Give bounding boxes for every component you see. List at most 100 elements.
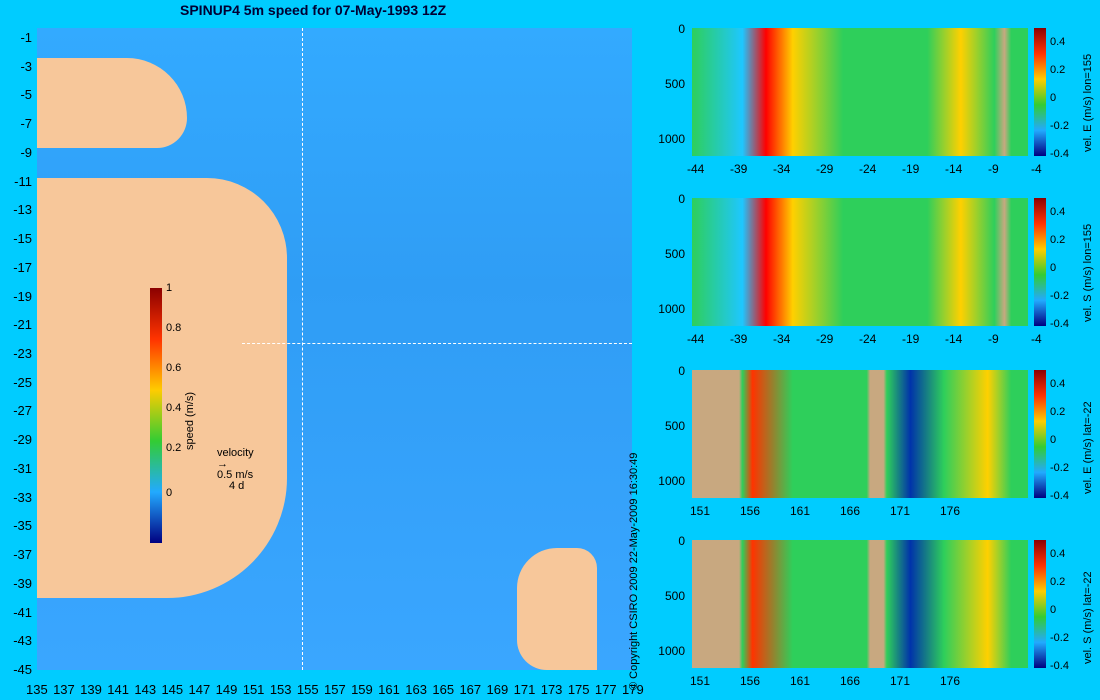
section-x-tick: -44 (687, 332, 705, 346)
section-title: vel. S (m/s) lat=-22 (1082, 571, 1094, 664)
section-cb-tick: 0.4 (1050, 36, 1066, 48)
section-cb-tick: 0 (1050, 604, 1057, 616)
section-x-tick: 156 (740, 504, 761, 518)
map-x-tick: 171 (513, 682, 536, 697)
speed-colorbar (150, 288, 162, 543)
velocity-legend: velocity → 0.5 m/s 4 d (217, 448, 254, 492)
map-x-tick: 159 (351, 682, 373, 697)
map-x-tick: 139 (80, 682, 102, 697)
map-x-tick: 149 (215, 682, 238, 697)
section-x-tick: -9 (988, 332, 999, 346)
section-x-tick: -39 (730, 162, 748, 176)
section-colorbar (1034, 540, 1046, 668)
section-y-tick: 1000 (658, 302, 685, 316)
map-x-tick: 137 (53, 682, 75, 697)
map-y-tick: -27 (13, 403, 32, 419)
section-x-tick: 176 (940, 674, 961, 688)
section-cb-tick: -0.2 (1050, 120, 1069, 132)
map-x-tick: 151 (242, 682, 265, 697)
speed-map: velocity → 0.5 m/s 4 d (37, 28, 632, 670)
section-x-tick: -14 (945, 162, 963, 176)
map-x-tick: 163 (405, 682, 427, 697)
cb-tick: 1 (166, 282, 173, 294)
section-y-tick: 0 (678, 364, 685, 378)
map-x-tick: 161 (378, 682, 400, 697)
section-y-tick: 500 (664, 247, 685, 261)
section-y-tick: 0 (678, 192, 685, 206)
section-cb-tick: -0.4 (1050, 490, 1069, 502)
section-x-tick: 156 (740, 674, 761, 688)
cb-tick: 0 (166, 487, 173, 499)
section-y-tick: 1000 (658, 132, 685, 146)
velocity-time: 4 d (229, 480, 245, 492)
section-x-tick: -34 (773, 332, 791, 346)
section-x-tick: -14 (945, 332, 963, 346)
section-x-tick: 176 (940, 504, 961, 518)
section-x-tick: 161 (790, 504, 811, 518)
section-x-tick: 166 (840, 674, 861, 688)
section-x-tick: 151 (690, 674, 711, 688)
map-y-tick: -15 (13, 231, 32, 247)
map-x-tick: 153 (269, 682, 292, 697)
map-y-tick: -19 (13, 288, 32, 304)
section-x-tick: -19 (902, 332, 920, 346)
section-heatmap (692, 28, 1028, 156)
section-x-tick: -39 (730, 332, 748, 346)
section-y-tick: 1000 (658, 644, 685, 658)
velocity-speed: 0.5 m/s (217, 469, 254, 481)
section-cb-tick: -0.4 (1050, 148, 1069, 160)
section-x-tick: -24 (859, 332, 877, 346)
map-y-tick: -41 (13, 604, 32, 620)
velocity-arrow-icon: → (217, 458, 228, 470)
section-cb-tick: 0.4 (1050, 378, 1066, 390)
map-x-tick: 173 (540, 682, 563, 697)
section-x-tick: -9 (988, 162, 999, 176)
map-y-tick: -11 (14, 173, 32, 189)
section-y-tick: 0 (678, 534, 685, 548)
map-x-tick: 169 (486, 682, 509, 697)
section-x-tick: -4 (1031, 162, 1042, 176)
map-y-tick: -17 (13, 259, 32, 275)
longitude-guide (302, 28, 303, 670)
section-cb-tick: 0 (1050, 262, 1057, 274)
map-x-tick: 147 (188, 682, 211, 697)
map-x-tick: 143 (134, 682, 157, 697)
cb-tick: 0.6 (166, 362, 182, 374)
section-heatmap (692, 198, 1028, 326)
section-cb-tick: 0 (1050, 434, 1057, 446)
cb-tick: 0.2 (166, 442, 182, 454)
section-y-tick: 500 (664, 419, 685, 433)
map-y-tick: -23 (13, 346, 32, 361)
latitude-guide (242, 343, 632, 344)
section-y-tick: 0 (678, 22, 685, 36)
section-y-tick: 1000 (658, 474, 685, 488)
section-x-tick: -19 (902, 162, 920, 176)
section-x-tick: -29 (816, 162, 834, 176)
map-x-tick: 141 (107, 682, 129, 697)
section-cb-tick: -0.4 (1050, 660, 1069, 672)
section-x-tick: 151 (690, 504, 711, 518)
section-heatmap (692, 540, 1028, 668)
map-y-tick: -7 (20, 116, 32, 132)
section-cb-tick: 0.2 (1050, 406, 1066, 418)
cb-tick: 0.8 (166, 322, 182, 334)
australia-land (37, 178, 287, 598)
section-cb-tick: 0.2 (1050, 234, 1066, 246)
section-x-tick: -4 (1031, 332, 1042, 346)
map-y-tick: -25 (13, 374, 32, 390)
map-x-tick: 165 (432, 682, 455, 697)
cb-tick: 0.4 (166, 402, 182, 414)
new-guinea-land (37, 58, 187, 148)
section-cb-tick: -0.2 (1050, 462, 1069, 474)
section-colorbar (1034, 28, 1046, 156)
map-y-tick: -9 (20, 144, 32, 160)
section-x-tick: -44 (687, 162, 705, 176)
map-y-tick: -13 (13, 202, 32, 218)
map-y-tick: -45 (13, 662, 32, 677)
section-x-tick: -24 (859, 162, 877, 176)
velocity-label: velocity (217, 447, 254, 459)
section-colorbar (1034, 198, 1046, 326)
map-x-tick: 135 (26, 682, 48, 697)
map-y-tick: -31 (13, 460, 32, 476)
section-cb-tick: -0.2 (1050, 632, 1069, 644)
